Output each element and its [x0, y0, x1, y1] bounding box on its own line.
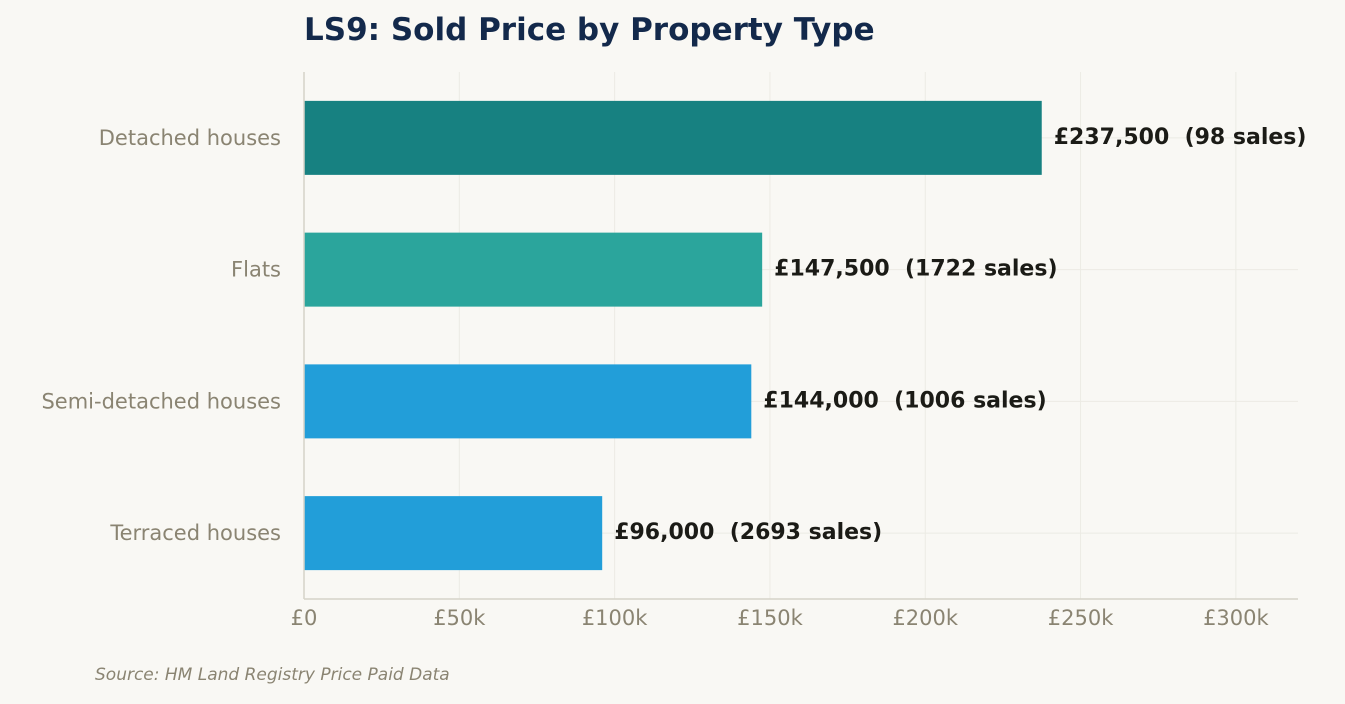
bar [304, 496, 603, 571]
bars [304, 100, 1042, 571]
bar-value-label: £96,000 (2693 sales) [614, 520, 882, 545]
x-tick-label: £0 [291, 606, 318, 630]
source-note: Source: HM Land Registry Price Paid Data [95, 665, 450, 685]
x-tick-label: £250k [1048, 606, 1114, 630]
labels: £237,500 (98 sales) Detached houses £147,5… [41, 125, 1306, 630]
bar [304, 364, 752, 439]
category-label: Flats [231, 258, 281, 282]
x-tick-label: £300k [1203, 606, 1269, 630]
x-tick-label: £100k [582, 606, 648, 630]
bar-value-label: £237,500 (98 sales) [1054, 125, 1307, 150]
axes [303, 72, 1298, 600]
chart-title: LS9: Sold Price by Property Type [304, 12, 875, 48]
bar-value-label: £144,000 (1006 sales) [763, 388, 1046, 413]
x-tick-label: £150k [737, 606, 803, 630]
category-label: Terraced houses [109, 521, 281, 545]
bar [304, 232, 763, 307]
x-tick-label: £200k [892, 606, 958, 630]
bar [304, 100, 1042, 175]
category-label: Semi-detached houses [41, 389, 281, 413]
x-tick-label: £50k [433, 606, 486, 630]
category-label: Detached houses [99, 126, 281, 150]
bar-value-label: £147,500 (1722 sales) [774, 257, 1057, 282]
